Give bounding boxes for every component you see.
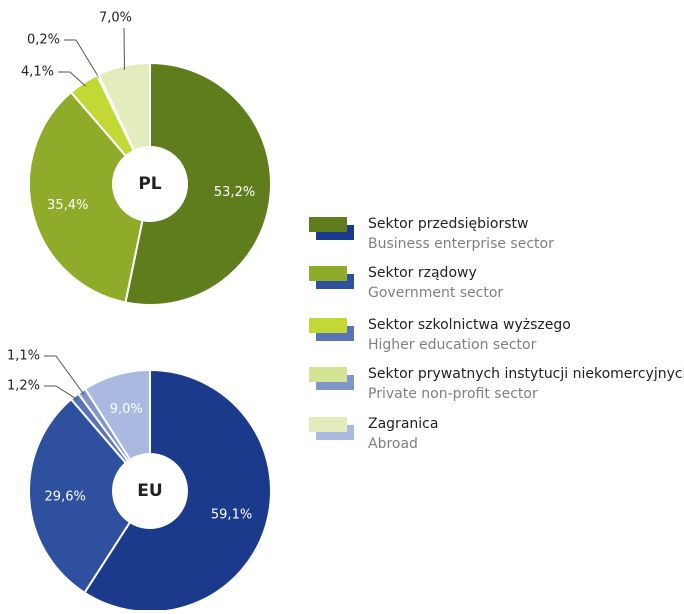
center-label: EU <box>137 481 162 501</box>
value-label: 35,4% <box>47 198 88 213</box>
legend-sublabel: Higher education sector <box>368 337 537 353</box>
legend-swatch <box>309 318 347 333</box>
value-label: 59,1% <box>211 507 252 522</box>
leader-line <box>64 40 99 78</box>
center-label: PL <box>138 174 161 194</box>
legend-label: Sektor szkolnictwa wyższego <box>368 317 571 333</box>
value-label: 53,2% <box>214 185 255 200</box>
legend-label: Zagranica <box>368 416 438 432</box>
value-label: 4,1% <box>21 65 54 80</box>
value-label: 0,2% <box>27 33 60 48</box>
value-label: 1,2% <box>7 379 40 394</box>
legend-sublabel: Abroad <box>368 436 418 452</box>
value-label: 1,1% <box>7 349 40 364</box>
legend-label: Sektor prywatnych instytucji niekomercyj… <box>368 366 684 382</box>
leader-line <box>44 356 84 394</box>
value-label: 9,0% <box>110 402 143 417</box>
legend-swatch <box>309 417 347 432</box>
legend-label: Sektor rządowy <box>368 265 477 281</box>
legend-sublabel: Private non-profit sector <box>368 386 538 402</box>
legend-sublabel: Business enterprise sector <box>368 236 554 252</box>
legend-swatch <box>309 217 347 232</box>
value-label: 29,6% <box>45 489 86 504</box>
legend-sublabel: Government sector <box>368 285 503 301</box>
legend-swatch <box>309 367 347 382</box>
legend-label: Sektor przedsiębiorstw <box>368 216 529 232</box>
value-label: 7,0% <box>99 11 132 26</box>
legend-swatch <box>309 266 347 281</box>
